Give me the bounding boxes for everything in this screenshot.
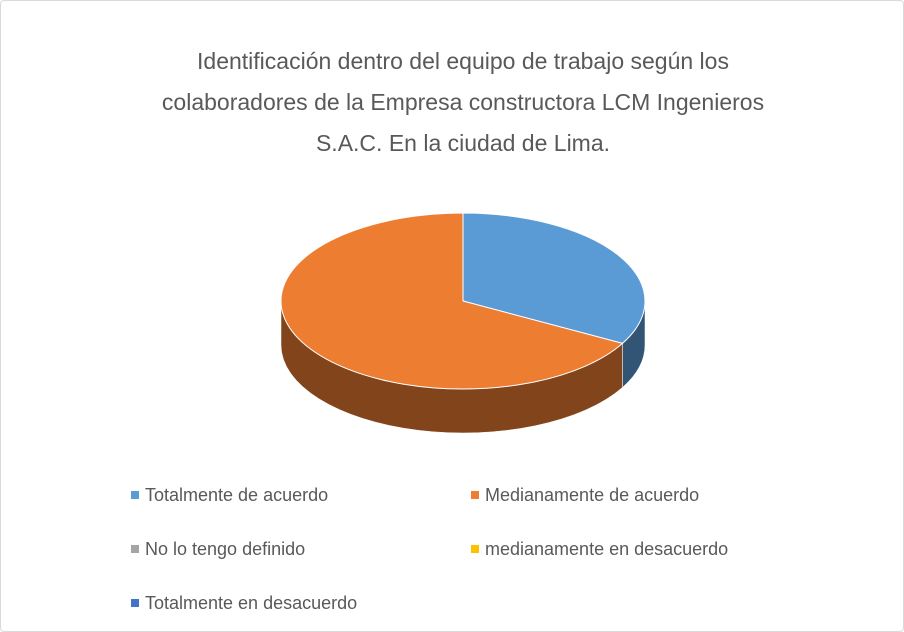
legend-label: No lo tengo definido [145,539,305,559]
legend-swatch [471,545,479,553]
slice [280,212,624,390]
legend-swatch [131,599,139,607]
legend-label: Totalmente en desacuerdo [145,593,357,613]
legend-swatch [131,491,139,499]
legend-label: Medianamente de acuerdo [485,485,699,505]
legend-label: medianamente en desacuerdo [485,539,728,559]
chart-title: Identificación dentro del equipo de trab… [161,48,765,156]
legend-swatch [471,491,479,499]
slice [462,212,646,344]
legend-swatch [131,545,139,553]
legend-label: Totalmente de acuerdo [145,485,328,505]
